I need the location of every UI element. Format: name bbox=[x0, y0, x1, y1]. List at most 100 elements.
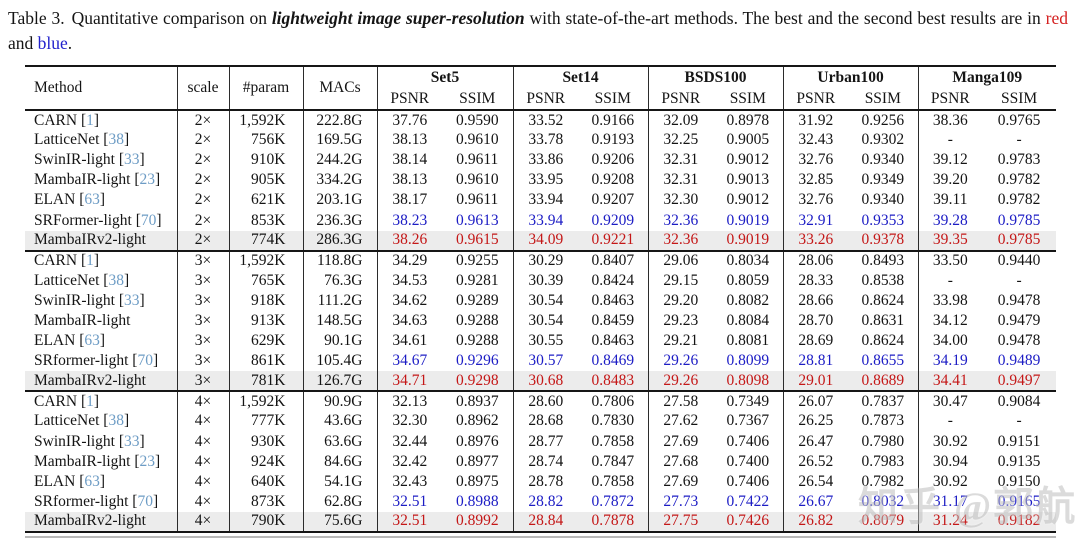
psnr-cell: 30.47 bbox=[918, 390, 983, 412]
method-cell: ELAN [63] bbox=[25, 190, 178, 211]
psnr-cell: 34.53 bbox=[392, 271, 428, 289]
ssim-cell: 0.7426 bbox=[713, 511, 784, 533]
ssim-cell: 0.8631 bbox=[848, 310, 919, 332]
ssim-cell: 0.9782 bbox=[997, 191, 1041, 209]
citation-ref[interactable]: 33 bbox=[124, 291, 140, 309]
citation-ref[interactable]: 38 bbox=[108, 412, 124, 430]
psnr-cell: 32.30 bbox=[392, 412, 428, 430]
psnr-cell: 32.42 bbox=[392, 452, 428, 470]
macs-cell: 43.6G bbox=[303, 411, 378, 432]
results-table: Method scale #param MACs Set5 Set14 BSDS… bbox=[25, 65, 1057, 533]
citation-ref[interactable]: 23 bbox=[139, 171, 155, 189]
psnr-cell: 30.92 bbox=[932, 472, 968, 490]
psnr-cell: 28.82 bbox=[528, 492, 564, 510]
psnr-cell: 33.86 bbox=[528, 151, 564, 169]
param-cell: 910K bbox=[229, 150, 304, 171]
ssim-cell: 0.8538 bbox=[848, 270, 919, 291]
ssim-cell: 0.8034 bbox=[713, 249, 784, 271]
macs-cell: 63.6G bbox=[303, 431, 378, 452]
method-cell: SRformer-light [70] bbox=[25, 351, 178, 372]
table-row: MambaIR-light [23] 2× 905K 334.2G 38.13 0.961… bbox=[25, 170, 1056, 191]
macs-cell: 148.5G bbox=[303, 310, 378, 332]
citation-ref[interactable]: 70 bbox=[140, 211, 157, 229]
citation-ref[interactable]: 70 bbox=[137, 352, 153, 370]
ssim-cell: 0.8988 bbox=[442, 491, 514, 512]
citation-ref[interactable]: 23 bbox=[139, 452, 155, 470]
caption-text-mid: with state-of-the-art methods. The best … bbox=[529, 8, 1041, 28]
scale-cell: 3× bbox=[177, 270, 230, 291]
citation-ref[interactable]: 1 bbox=[86, 111, 94, 129]
ssim-cell: 0.7367 bbox=[713, 411, 784, 432]
psnr-cell: 33.94 bbox=[528, 211, 564, 229]
table-row: MambaIRv2-light 4× 790K 75.6G 32.51 0.8992 28.… bbox=[25, 511, 1057, 533]
macs-cell: 105.4G bbox=[303, 351, 378, 372]
param-cell: 621K bbox=[229, 190, 304, 211]
psnr-cell: 29.15 bbox=[663, 271, 699, 289]
ssim-cell: 0.9765 bbox=[997, 111, 1041, 129]
psnr-cell: 26.52 bbox=[798, 452, 834, 470]
ssim-cell: 0.9255 bbox=[442, 249, 514, 271]
psnr-cell: 33.94 bbox=[528, 191, 564, 209]
citation-ref[interactable]: 33 bbox=[124, 432, 140, 450]
ssim-cell: 0.7422 bbox=[713, 491, 784, 512]
ssim-cell: 0.9281 bbox=[442, 270, 514, 291]
psnr-cell: 29.23 bbox=[663, 311, 699, 329]
psnr-cell: 39.12 bbox=[932, 151, 968, 169]
ssim-cell: 0.8459 bbox=[578, 310, 649, 332]
ssim-cell: 0.9005 bbox=[713, 130, 784, 151]
psnr-cell: 38.17 bbox=[392, 191, 428, 209]
caption-red-word: red bbox=[1045, 8, 1069, 28]
param-cell: 930K bbox=[229, 431, 304, 452]
table-row: ELAN [63] 4× 640K 54.1G 32.43 0.8975 28.78 0.78… bbox=[25, 471, 1056, 492]
ssim-cell: 0.8032 bbox=[848, 491, 919, 512]
table-row: LatticeNet [38] 3× 765K 76.3G 34.53 0.9281 30.… bbox=[25, 270, 1056, 291]
subheader-bsds100-psnr: PSNR bbox=[661, 90, 701, 107]
citation-ref[interactable]: 63 bbox=[84, 472, 100, 490]
ssim-cell: 0.9296 bbox=[442, 351, 514, 372]
psnr-cell: 29.26 bbox=[663, 371, 699, 389]
citation-ref[interactable]: 38 bbox=[108, 131, 124, 149]
ssim-cell: 0.9610 bbox=[442, 130, 514, 151]
scale-cell: 4× bbox=[177, 431, 230, 452]
macs-cell: 90.9G bbox=[303, 390, 378, 412]
citation-ref[interactable]: 70 bbox=[137, 492, 153, 510]
psnr-cell: 34.67 bbox=[392, 352, 428, 370]
subheader-set5-psnr: PSNR bbox=[390, 90, 430, 107]
ssim-cell: 0.7400 bbox=[713, 451, 784, 472]
macs-cell: 62.8G bbox=[303, 491, 378, 512]
ssim-cell: 0.9489 bbox=[997, 352, 1041, 370]
psnr-cell: 30.54 bbox=[528, 311, 564, 329]
citation-ref[interactable]: 33 bbox=[124, 151, 140, 169]
macs-cell: 84.6G bbox=[303, 451, 378, 472]
ssim-cell: 0.7406 bbox=[713, 471, 784, 492]
citation-ref[interactable]: 63 bbox=[84, 191, 100, 209]
citation-ref[interactable]: 63 bbox=[84, 332, 100, 350]
ssim-cell: 0.8977 bbox=[442, 451, 514, 472]
scale-cell: 2× bbox=[177, 150, 230, 171]
ssim-cell: 0.9590 bbox=[442, 110, 514, 131]
psnr-cell: 26.54 bbox=[798, 472, 834, 490]
macs-cell: 76.3G bbox=[303, 270, 378, 291]
param-cell: 777K bbox=[229, 411, 304, 432]
ssim-cell: 0.7806 bbox=[578, 390, 649, 412]
macs-cell: 75.6G bbox=[303, 511, 378, 533]
method-cell: MambaIR-light bbox=[25, 310, 178, 332]
table-row: ELAN [63] 3× 629K 90.1G 34.61 0.9288 30.55 0.84… bbox=[25, 331, 1056, 352]
citation-ref[interactable]: 38 bbox=[108, 271, 124, 289]
table-row: SRformer-light [70] 3× 861K 105.4G 34.67 0.92… bbox=[25, 351, 1056, 372]
method-cell: MambaIR-light [23] bbox=[25, 170, 178, 191]
scale-cell: 3× bbox=[177, 310, 230, 332]
table-caption: Table 3. Quantitative comparison on light… bbox=[8, 6, 1068, 56]
citation-ref[interactable]: 1 bbox=[86, 252, 94, 270]
psnr-cell: 27.69 bbox=[663, 472, 699, 490]
ssim-cell: 0.8992 bbox=[442, 511, 514, 533]
psnr-cell: 32.51 bbox=[392, 492, 428, 510]
ssim-cell: - bbox=[1016, 412, 1022, 430]
psnr-cell: 31.92 bbox=[798, 111, 834, 129]
psnr-cell: 27.68 bbox=[663, 452, 699, 470]
ssim-cell: 0.7830 bbox=[578, 411, 649, 432]
citation-ref[interactable]: 1 bbox=[86, 392, 94, 410]
scale-cell: 4× bbox=[177, 471, 230, 492]
psnr-cell: 27.62 bbox=[663, 412, 699, 430]
psnr-cell: 34.71 bbox=[392, 371, 428, 389]
